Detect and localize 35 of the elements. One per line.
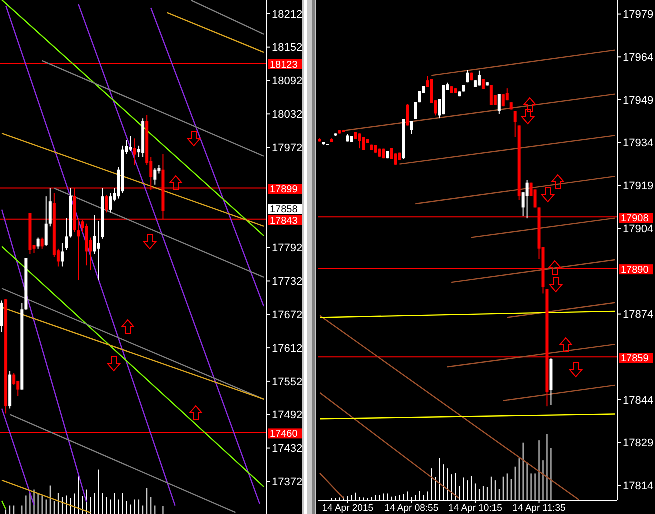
y-tick-label: 18032 [272, 109, 303, 122]
x-tick-label: 14 Apr 08:55 [384, 503, 439, 514]
y-tick-label: 17934 [623, 138, 654, 150]
x-tick-label: 14 Apr 10:15 [448, 503, 502, 514]
y-tick-label: 17949 [623, 94, 654, 107]
y-tick-label: 18092 [272, 76, 303, 88]
y-tick-label: 18152 [272, 42, 303, 54]
y-tick-label: 17874 [623, 309, 654, 322]
y-tick-label: 17552 [272, 376, 303, 388]
ref-line-label: 17890 [621, 265, 650, 276]
ref-line-label: 17843 [270, 216, 298, 227]
y-tick-label: 17492 [272, 410, 303, 422]
y-tick-label: 17972 [272, 142, 303, 154]
text: 17858 [270, 204, 298, 216]
y-tick-label: 17732 [272, 276, 303, 288]
y-tick-label: 17432 [272, 443, 303, 456]
ref-line-label: 17460 [270, 429, 298, 440]
y-tick-label: 17612 [272, 342, 303, 355]
y-tick-label: 17792 [272, 242, 303, 255]
x-tick-label: 14 Apr 2015 [322, 503, 374, 514]
ref-line-label: 18123 [270, 60, 298, 71]
x-tick-label: 14 Apr 11:35 [512, 503, 566, 514]
y-tick-label: 17372 [272, 476, 303, 489]
ref-line-label: 17908 [621, 214, 650, 225]
y-tick-label: 17844 [623, 394, 654, 407]
ref-line-label: 17899 [270, 184, 298, 196]
y-tick-label: 17979 [623, 9, 654, 22]
y-tick-label: 17672 [272, 309, 303, 322]
ref-line-label: 17859 [621, 354, 650, 365]
y-tick-label: 17964 [623, 52, 654, 64]
y-tick-label: 17829 [623, 438, 654, 450]
y-tick-label: 17919 [623, 180, 654, 193]
y-tick-label: 18212 [272, 8, 303, 21]
y-tick-label: 17814 [623, 480, 654, 493]
y-tick-label: 17904 [623, 223, 654, 236]
